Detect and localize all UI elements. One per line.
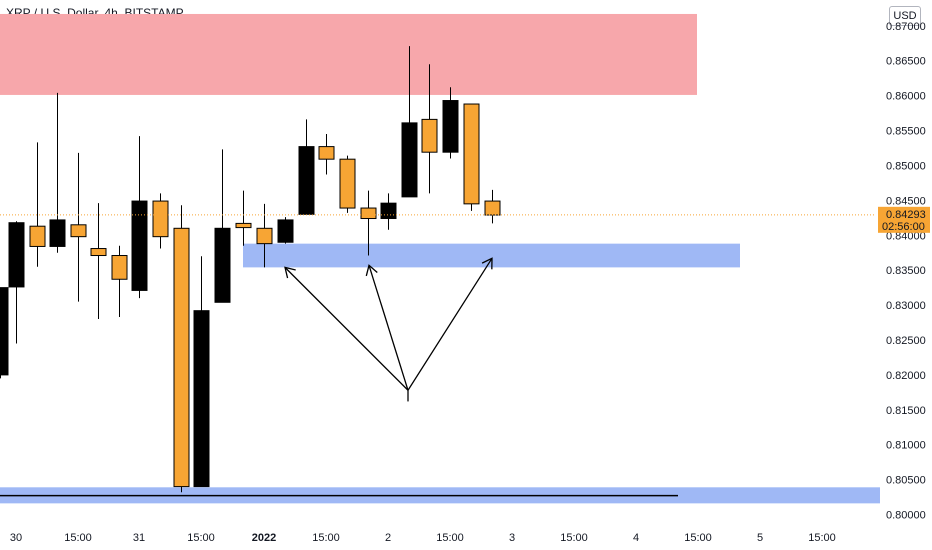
candle-18: [360, 190, 377, 256]
candle-body: [193, 310, 210, 488]
candle-21: [421, 64, 438, 194]
y-tick-label: 0.85000: [886, 160, 926, 172]
y-tick-label: 0.82000: [886, 370, 926, 382]
x-tick-label: 5: [757, 532, 763, 544]
x-tick-label: 4: [633, 532, 639, 544]
x-tick-label: 3: [509, 532, 515, 544]
arrow-head: [365, 264, 378, 277]
candle-9: [173, 205, 190, 493]
candle-body: [380, 202, 397, 220]
candle-body: [152, 200, 169, 238]
candle-22: [442, 87, 459, 159]
y-tick-label: 0.81500: [886, 405, 926, 417]
y-tick-label: 0.80000: [886, 510, 926, 522]
x-tick-label: 2: [385, 532, 391, 544]
candle-body: [214, 227, 231, 303]
time-axis[interactable]: 30 15:00 31 15:00 2022 15:00 2 15:00 3 15:00 4 15:0…: [10, 532, 836, 544]
price-axis[interactable]: 0.87000 0.86500 0.86000 0.85500 0.85000 0.845…: [886, 21, 926, 522]
arrow-shaft: [407, 257, 493, 391]
arrow-head: [481, 257, 493, 270]
candle-body: [49, 219, 66, 247]
candle-19: [380, 193, 397, 230]
arrow-2: [407, 257, 493, 391]
arrow-1: [365, 264, 409, 391]
x-tick-label: 15:00: [560, 532, 588, 544]
y-tick-label: 0.81000: [886, 440, 926, 452]
candle-body: [29, 225, 46, 247]
y-tick-label: 0.86000: [886, 91, 926, 103]
candle-body: [131, 200, 148, 291]
candle-24: [484, 189, 501, 224]
resistance-zone-0: [0, 13, 697, 95]
candle-16: [318, 134, 335, 175]
last-price-badge: [878, 206, 930, 233]
x-tick-label: 15:00: [64, 532, 92, 544]
x-tick-label: 15:00: [312, 532, 340, 544]
x-tick-label: 15:00: [187, 532, 215, 544]
candle-3: [49, 92, 66, 253]
candle-20: [401, 46, 418, 198]
candle-body: [442, 100, 459, 153]
arrow-shaft: [284, 266, 409, 391]
y-tick-label: 0.84500: [886, 195, 926, 207]
candle-body: [111, 255, 128, 280]
arrow-head: [284, 266, 296, 279]
candle-body: [298, 146, 315, 215]
candle-body: [8, 222, 25, 288]
y-tick-label: 0.82500: [886, 335, 926, 347]
currency-button[interactable]: USD: [889, 6, 921, 26]
y-tick-label: 0.87000: [886, 21, 926, 33]
arrow-0: [284, 266, 409, 391]
candle-body: [235, 222, 252, 229]
candle-14: [277, 217, 294, 244]
candle-17: [339, 155, 356, 213]
candle-11: [214, 149, 231, 303]
candle-15: [298, 119, 315, 215]
candle-8: [152, 193, 169, 249]
candle-2: [29, 142, 46, 267]
x-tick-label: 30: [10, 532, 22, 544]
candle-23: [463, 103, 480, 211]
last-price-countdown: 02:56:00: [882, 221, 925, 233]
candle-1: [8, 221, 25, 344]
candle-body: [463, 103, 480, 205]
last-price-value: 0.84293: [886, 209, 926, 221]
candle-6: [111, 245, 128, 317]
candle-body: [0, 287, 9, 376]
x-tick-label: 15:00: [808, 532, 836, 544]
candle-body: [256, 227, 273, 245]
support-zone-1: [243, 243, 740, 268]
candle-body: [421, 118, 438, 153]
candle-4: [70, 152, 87, 302]
y-tick-label: 0.80500: [886, 475, 926, 487]
candle-body: [360, 207, 377, 220]
x-tick-label: 15:00: [684, 532, 712, 544]
y-tick-label: 0.84000: [886, 230, 926, 242]
candle-body: [318, 146, 335, 160]
candle-body: [90, 248, 107, 257]
y-tick-label: 0.86500: [886, 56, 926, 68]
y-tick-label: 0.83000: [886, 300, 926, 312]
candle-body: [484, 200, 501, 216]
candle-body: [173, 227, 190, 488]
x-tick-label: 31: [133, 532, 145, 544]
candle-12: [235, 190, 252, 246]
candle-10: [193, 256, 210, 488]
arrow-shaft: [368, 265, 409, 391]
candle-0: [0, 287, 9, 379]
y-tick-label: 0.83500: [886, 265, 926, 277]
candle-body: [339, 158, 356, 209]
candle-5: [90, 203, 107, 320]
annotation-arrows-layer: [284, 257, 493, 402]
y-tick-label: 0.85500: [886, 126, 926, 138]
candle-body: [70, 224, 87, 238]
candle-body: [401, 122, 418, 198]
candle-7: [131, 136, 148, 299]
x-tick-label: 15:00: [436, 532, 464, 544]
x-tick-label: 2022: [252, 532, 276, 544]
candles-layer: [0, 46, 501, 493]
candle-body: [277, 219, 294, 243]
